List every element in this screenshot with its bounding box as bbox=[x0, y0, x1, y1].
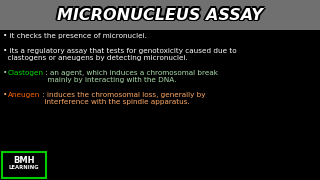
Text: : an agent, which induces a chromosomal break
  mainly by interacting with the D: : an agent, which induces a chromosomal … bbox=[43, 70, 218, 83]
Text: MICRONUCLEUS ASSAY: MICRONUCLEUS ASSAY bbox=[59, 8, 265, 22]
Text: : induces the chromosomal loss, generally by
  interference with the spindle app: : induces the chromosomal loss, generall… bbox=[40, 92, 205, 105]
Text: Aneugen: Aneugen bbox=[8, 92, 40, 98]
Bar bbox=[0, 0, 320, 30]
Text: MICRONUCLEUS ASSAY: MICRONUCLEUS ASSAY bbox=[58, 6, 264, 21]
Text: •: • bbox=[3, 92, 10, 98]
Text: BMH: BMH bbox=[13, 156, 35, 165]
Bar bbox=[2, 152, 46, 178]
Text: MICRONUCLEUS ASSAY: MICRONUCLEUS ASSAY bbox=[57, 8, 263, 22]
Text: LEARNING: LEARNING bbox=[9, 165, 39, 170]
Text: • its a regulatory assay that tests for genotoxicity caused due to
  clastogens : • its a regulatory assay that tests for … bbox=[3, 48, 236, 61]
Text: • it checks the presence of micronuclei.: • it checks the presence of micronuclei. bbox=[3, 33, 147, 39]
Text: MICRONUCLEUS ASSAY: MICRONUCLEUS ASSAY bbox=[56, 9, 262, 24]
Text: •: • bbox=[3, 70, 10, 76]
Text: MICRONUCLEUS ASSAY: MICRONUCLEUS ASSAY bbox=[56, 6, 262, 21]
Text: MICRONUCLEUS ASSAY: MICRONUCLEUS ASSAY bbox=[55, 8, 261, 22]
Text: MICRONUCLEUS ASSAY: MICRONUCLEUS ASSAY bbox=[57, 6, 263, 21]
Text: MICRONUCLEUS ASSAY: MICRONUCLEUS ASSAY bbox=[58, 9, 264, 24]
Text: MICRONUCLEUS ASSAY: MICRONUCLEUS ASSAY bbox=[57, 9, 263, 24]
Text: Clastogen: Clastogen bbox=[8, 70, 44, 76]
